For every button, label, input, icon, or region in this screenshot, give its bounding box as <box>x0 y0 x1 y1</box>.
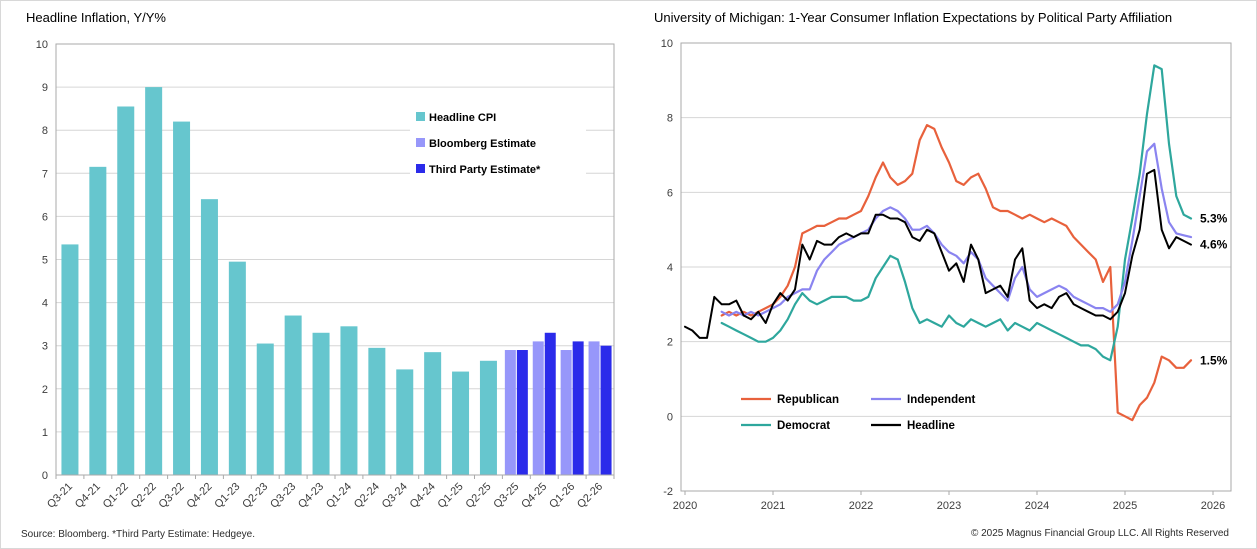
bar-headline-cpi <box>228 261 246 475</box>
x-axis-tick-label: 2025 <box>1113 500 1137 512</box>
bar-headline-cpi <box>368 347 386 475</box>
bar-third-party-estimate- <box>544 332 556 475</box>
bar-headline-cpi <box>479 360 497 475</box>
y-axis-tick-label: 6 <box>42 211 48 223</box>
y-axis-tick-label: 7 <box>42 168 48 180</box>
y-axis-tick-label: 2 <box>42 384 48 396</box>
legend-swatch-third-party-estimate- <box>416 164 425 173</box>
bar-bloomberg-estimate <box>504 350 516 475</box>
x-axis-tick-label: Q1-23 <box>212 481 242 511</box>
y-axis-tick-label: 3 <box>42 341 48 353</box>
line-republican <box>720 123 1193 422</box>
x-axis-tick-label: Q3-25 <box>491 481 521 511</box>
x-axis-tick-label: Q2-26 <box>575 481 605 511</box>
x-axis-tick-label: Q3-24 <box>380 481 410 511</box>
x-axis-tick-label: 2026 <box>1201 500 1225 512</box>
bar-bloomberg-estimate <box>532 341 544 475</box>
bar-third-party-estimate- <box>572 341 584 475</box>
x-axis-tick-label: Q2-22 <box>129 481 159 511</box>
legend-background <box>410 105 586 181</box>
x-axis-tick-label: Q4-24 <box>408 481 438 511</box>
y-axis-tick-label: 2 <box>667 337 673 349</box>
x-axis-tick-label: 2023 <box>937 500 961 512</box>
plot-border <box>55 43 615 476</box>
bar-headline-cpi <box>89 166 107 475</box>
bar-headline-cpi <box>61 244 79 475</box>
y-axis-tick-label: 1 <box>42 427 48 439</box>
legend-label: Bloomberg Estimate <box>429 138 536 150</box>
left-chart-title: Headline Inflation, Y/Y% <box>26 10 166 25</box>
y-axis-tick-label: 8 <box>667 113 673 125</box>
annotation-republican: 1.5% <box>1200 353 1228 367</box>
x-axis-tick-label: 2022 <box>849 500 873 512</box>
bar-headline-cpi <box>424 352 442 475</box>
plot-border <box>680 42 1232 492</box>
x-axis-tick-label: Q4-21 <box>73 481 103 511</box>
x-axis-tick-label: Q1-25 <box>436 481 466 511</box>
y-axis-tick-label: 6 <box>667 187 673 199</box>
right-chart-title: University of Michigan: 1-Year Consumer … <box>654 10 1173 25</box>
x-axis-tick-label: 2020 <box>673 500 697 512</box>
y-axis-tick-label: 8 <box>42 125 48 137</box>
y-axis-tick-label: 0 <box>42 470 48 482</box>
legend-label: Democrat <box>777 420 830 432</box>
x-axis-tick-label: Q3-23 <box>268 481 298 511</box>
x-axis-tick-label: Q1-22 <box>101 481 131 511</box>
x-axis-tick-label: 2024 <box>1025 500 1049 512</box>
x-axis-tick-label: 2021 <box>761 500 785 512</box>
legend-label: Independent <box>907 394 976 406</box>
legend-label: Third Party Estimate* <box>429 164 541 176</box>
y-axis-tick-label: 4 <box>667 262 673 274</box>
y-axis-tick-label: 9 <box>42 82 48 94</box>
legend-label: Headline <box>907 420 955 432</box>
y-axis-tick-label: 10 <box>661 38 673 50</box>
annotation-democrat: 5.3% <box>1200 211 1228 225</box>
x-axis-tick-label: Q4-22 <box>184 481 214 511</box>
y-axis-tick-label: 10 <box>36 39 48 51</box>
bar-headline-cpi <box>312 332 330 475</box>
bar-headline-cpi <box>340 326 358 475</box>
line-independent <box>720 142 1193 317</box>
bar-bloomberg-estimate <box>588 341 600 475</box>
legend-swatch-bloomberg-estimate <box>416 138 425 147</box>
x-axis-tick-label: Q2-25 <box>463 481 493 511</box>
bar-headline-cpi <box>173 121 191 475</box>
x-axis-tick-label: Q3-21 <box>45 481 75 511</box>
annotation-headline: 4.6% <box>1200 238 1228 252</box>
legend-swatch-headline-cpi <box>416 112 425 121</box>
line-headline <box>684 168 1192 339</box>
y-axis-tick-label: 5 <box>42 255 48 267</box>
line-democrat <box>720 64 1193 362</box>
legend-label: Headline CPI <box>429 112 496 124</box>
legend-label: Republican <box>777 394 839 406</box>
bar-headline-cpi <box>145 87 163 475</box>
y-axis-tick-label: 4 <box>42 298 48 310</box>
x-axis-tick-label: Q4-23 <box>296 481 326 511</box>
bar-headline-cpi <box>256 343 274 475</box>
x-axis-tick-label: Q2-23 <box>240 481 270 511</box>
x-axis-tick-label: Q4-25 <box>519 481 549 511</box>
bar-headline-cpi <box>200 199 218 475</box>
x-axis-tick-label: Q1-24 <box>324 481 354 511</box>
x-axis-tick-label: Q2-24 <box>352 481 382 511</box>
y-axis-tick-label: 0 <box>667 411 673 423</box>
copyright-note: © 2025 Magnus Financial Group LLC. All R… <box>970 528 1229 539</box>
bar-third-party-estimate- <box>600 345 612 475</box>
inflation-expectations-line-chart: -2 0 2 4 6 8 10 2020 2021 2022 2023 2024 2025 2026 Rep… <box>661 38 1232 512</box>
source-note: Source: Bloomberg. *Third Party Estimate… <box>21 529 255 540</box>
bar-headline-cpi <box>452 371 470 475</box>
x-axis-tick-label: Q3-22 <box>157 481 187 511</box>
x-axis-tick-label: Q1-26 <box>547 481 577 511</box>
bar-headline-cpi <box>396 369 414 475</box>
y-axis-tick-label: -2 <box>663 486 673 498</box>
bar-headline-cpi <box>284 315 302 475</box>
bar-bloomberg-estimate <box>560 350 572 475</box>
bar-third-party-estimate- <box>516 350 528 475</box>
headline-inflation-bar-chart: 012345678910Q3-21Q4-21Q1-22Q2-22Q3-22Q4-… <box>36 39 615 511</box>
bar-headline-cpi <box>117 106 135 476</box>
